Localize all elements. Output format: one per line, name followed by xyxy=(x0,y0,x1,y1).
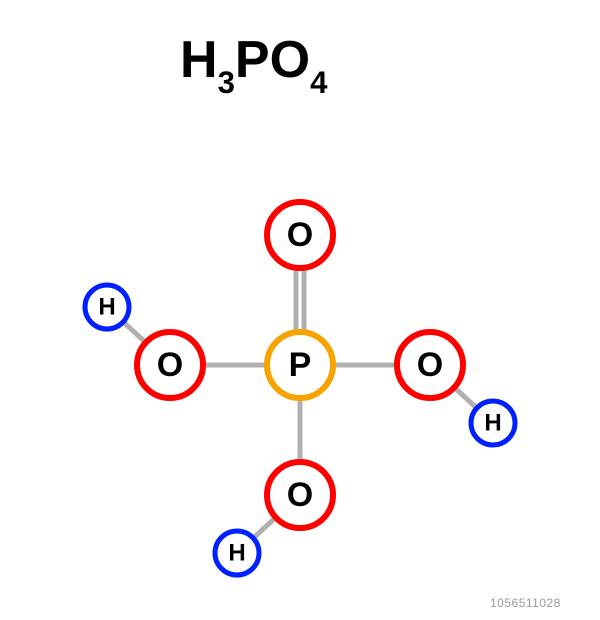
atoms-group: P O O O O H H H xyxy=(85,202,515,575)
atom-label: O xyxy=(417,346,443,384)
formula-subscript: 3 xyxy=(218,65,235,100)
bond-line xyxy=(454,387,477,408)
watermark-text: 1056511028 xyxy=(490,596,561,610)
chemical-formula: H3PO4 xyxy=(180,30,327,96)
atom-P: P xyxy=(267,332,333,398)
formula-subscript: 4 xyxy=(310,65,327,100)
atom-label: O xyxy=(287,476,313,514)
bond-line xyxy=(253,517,276,538)
atom-H_left: H xyxy=(85,285,129,329)
atom-O_left: O xyxy=(137,332,203,398)
bond-line xyxy=(123,322,146,343)
molecule-diagram: P O O O O H H H xyxy=(0,120,600,580)
atom-O_top: O xyxy=(267,202,333,268)
atom-H_right: H xyxy=(471,401,515,445)
atom-O_bottom: O xyxy=(267,462,333,528)
formula-part: PO xyxy=(235,31,310,89)
atom-label: O xyxy=(157,346,183,384)
atom-label: H xyxy=(484,410,501,437)
atom-O_right: O xyxy=(397,332,463,398)
formula-part: H xyxy=(180,31,218,89)
atom-H_bottom: H xyxy=(215,531,259,575)
atom-label: P xyxy=(289,346,312,384)
atom-label: H xyxy=(228,540,245,567)
atom-label: H xyxy=(98,294,115,321)
atom-label: O xyxy=(287,216,313,254)
